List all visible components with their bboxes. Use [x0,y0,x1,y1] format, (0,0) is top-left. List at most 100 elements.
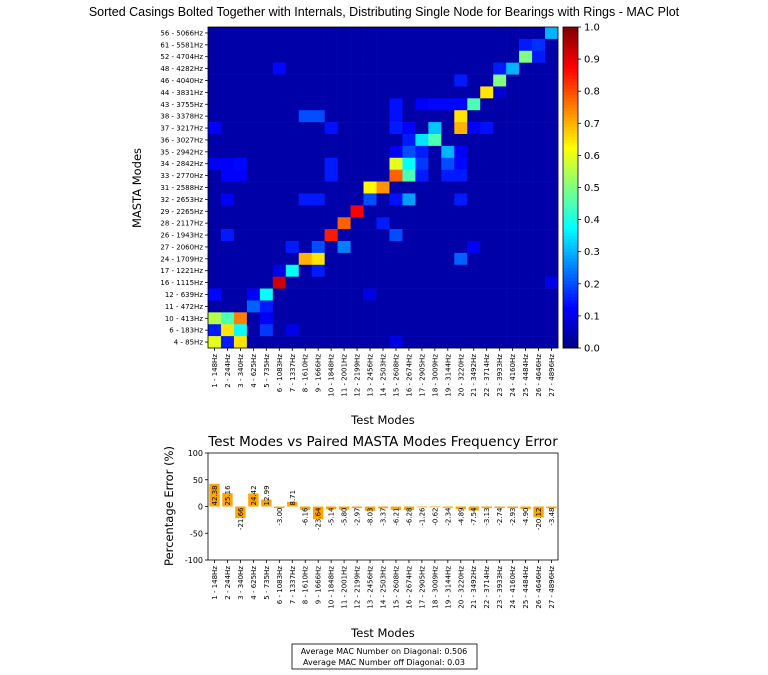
heatmap-cell [428,145,442,159]
heatmap-cell [324,217,338,230]
colorbar-segment [563,142,578,147]
heatmap-cell [389,252,403,266]
error-bar [546,506,557,509]
heatmap-cell [324,205,338,218]
heatmap-cell [363,74,377,87]
heatmap-cell [480,110,494,123]
heatmap-cell [259,86,274,99]
heatmap-cell [233,336,248,349]
heatmap-cell [350,62,364,75]
error-bar [248,493,259,507]
heatmap-cell [506,157,520,170]
heatmap-cell [298,181,313,194]
heatmap-cell [363,300,377,313]
heatmap-cell [246,38,261,52]
heatmap-cell [480,38,494,52]
colorbar-segment [563,319,578,323]
heatmap-cell [246,288,261,301]
heatmap-cell [415,217,429,230]
heatmap-cell [208,288,222,301]
heatmap-cell [337,145,351,159]
heatmap-cell [285,312,300,325]
heatmap-cell [519,276,533,289]
x-tick-label: 11 - 2001Hz [341,566,349,609]
heatmap-cell [324,27,338,40]
heatmap-cell [480,205,494,218]
y-tick-label: 27 - 2060Hz [160,243,203,251]
colorbar-segment [563,87,578,92]
heatmap-cell [532,229,546,242]
heatmap-cell [376,288,390,301]
heatmap-cell [272,312,287,325]
heatmap-cell [311,241,325,254]
bar-data-label: -5.14 [328,507,336,526]
heatmap-cell [519,27,533,40]
heatmap-cell [532,86,546,99]
heatmap-cell [285,110,300,123]
heatmap-xlabel: Test Modes [350,413,415,427]
heatmap-cell [259,264,274,277]
heatmap-cell [506,110,520,123]
heatmap-cell [493,74,507,87]
heatmap-cell [480,300,494,313]
heatmap-cell [402,157,416,170]
heatmap-cell [311,276,325,289]
heatmap-cell [506,217,520,230]
error-bar [429,506,441,508]
heatmap-cell [272,110,287,123]
x-tick-label: 26 - 4646Hz [535,354,543,397]
y-tick-label: 46 - 4040Hz [160,77,203,85]
heatmap-cell [467,98,481,111]
heatmap-cell [389,122,403,135]
heatmap-cell [519,193,533,206]
heatmap-cell [324,62,338,75]
heatmap-cell [233,145,248,159]
heatmap-cell [441,324,455,337]
colorbar-segment [563,174,578,179]
bar-data-label: -4.89 [457,508,465,526]
y-tick-label: 43 - 3755Hz [160,101,203,109]
error-bar [403,506,415,510]
heatmap-cell [285,74,300,87]
heatmap-cell [324,276,338,289]
heatmap-cell [298,157,313,170]
heatmap-cell [519,229,533,242]
heatmap-cell [519,181,533,194]
colorbar-tick-label: 0.1 [584,311,600,322]
heatmap-cell [272,62,287,75]
y-tick-label: 37 - 3217Hz [160,125,203,133]
bar-data-label: -2.97 [354,508,362,526]
heatmap-cell [311,252,325,266]
colorbar-segment [563,158,578,163]
heatmap-cell [467,169,481,182]
heatmap-cell [350,74,364,87]
x-tick-label: 20 - 3220Hz [457,566,465,609]
heatmap-cell [324,86,338,99]
x-tick-label: 1 - 148Hz [211,354,219,388]
heatmap-cell [441,217,455,230]
colorbar-segment [563,120,578,124]
heatmap-cell [415,62,429,75]
heatmap-cell [259,312,274,325]
heatmap-cell [363,264,377,277]
heatmap-cell [428,264,442,277]
heatmap-cell [208,241,222,254]
colorbar-segment [563,71,578,76]
heatmap-cell [402,145,416,159]
heatmap-cell [441,122,455,135]
heatmap-cell [506,193,520,206]
heatmap-cell [545,324,559,337]
heatmap-cell [480,217,494,230]
heatmap-cell [272,27,287,40]
heatmap-cell [376,252,390,266]
heatmap-cell [246,252,261,266]
heatmap-cell [454,252,468,266]
bar-data-label: -6.16 [302,507,310,526]
heatmap-cell [246,193,261,206]
heatmap-cell [415,241,429,254]
heatmap-cell [350,229,364,242]
heatmap-cell [441,229,455,242]
heatmap-cell [337,62,351,75]
heatmap-cell [311,38,325,52]
colorbar-segment [563,315,578,320]
